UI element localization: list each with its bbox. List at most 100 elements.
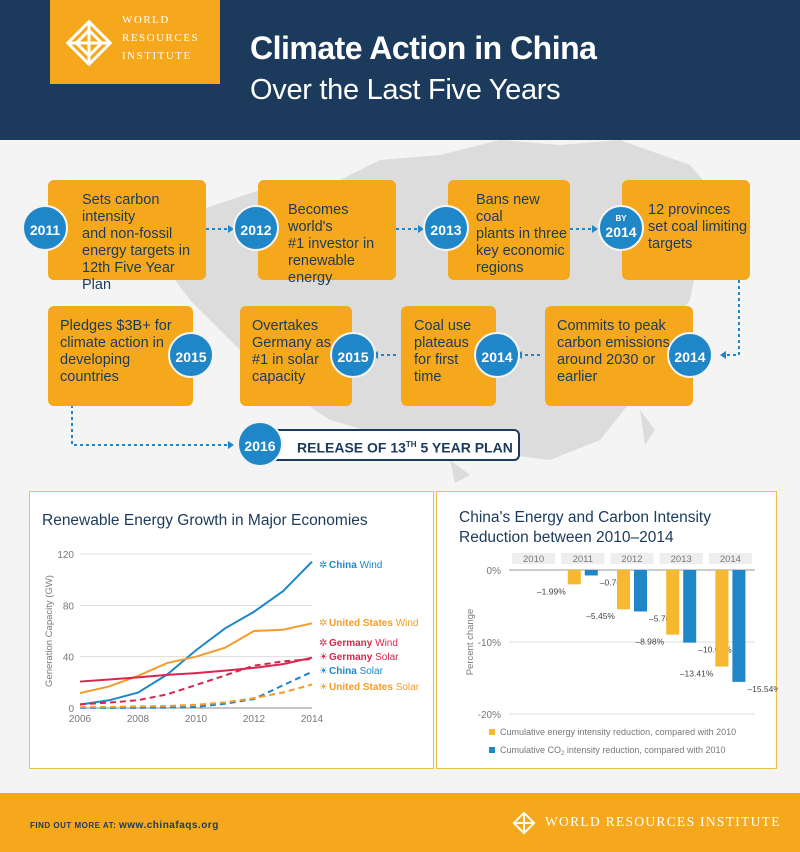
- timeline-box-2013: Bans new coal plants in three key econom…: [448, 180, 570, 280]
- series-marker-icon: ✲: [319, 560, 327, 571]
- timeline-text: earlier: [557, 369, 598, 385]
- series-marker-icon: ☀: [319, 682, 328, 693]
- series-kind: Wind: [375, 638, 398, 649]
- timeline-connectors: [71, 225, 740, 449]
- intensity-bar-chart: 0% -10% -20% Percent change 2010 2011 –1.99% –0…: [465, 553, 778, 757]
- year-badge: 2014: [474, 332, 520, 378]
- category-band: [708, 553, 752, 564]
- chart-title: China's Energy and Carbon Intensity Redu…: [459, 508, 711, 548]
- bar-value-label: –15.54%: [747, 684, 778, 694]
- y-axis-label: Generation Capacity (GW): [44, 575, 55, 687]
- renewable-line-chart: 0 40 80 120 2006 2008 2010 2012 2014 Generation C…: [44, 550, 420, 725]
- series-country: Germany: [329, 638, 375, 649]
- renewable-chart-panel: Renewable Energy Growth in Major Economi…: [29, 491, 434, 769]
- year-value: 2014: [605, 224, 637, 240]
- timeline-text: Commits to peak: [557, 318, 666, 334]
- footer-find-text: FIND OUT MORE AT:: [30, 821, 119, 830]
- footer-logo-text[interactable]: WORLD RESOURCES INSTITUTE: [545, 814, 781, 829]
- series-label: Germany Wind: [329, 638, 398, 649]
- series-line: [80, 670, 313, 709]
- timeline-text: #1 in solar: [252, 352, 319, 368]
- year-badge: 2013: [423, 205, 469, 251]
- series-label: China Solar: [329, 666, 384, 677]
- timeline-text: targets: [648, 236, 693, 252]
- series-marker-icon: ✲: [319, 618, 327, 629]
- legend-label-part: 2: [561, 751, 565, 757]
- series-label: Germany Solar: [329, 652, 399, 663]
- timeline-text: Sets carbon intensity: [82, 192, 160, 225]
- timeline-text: Overtakes: [252, 318, 319, 334]
- chart-title-line-1: China's Energy and Carbon Intensity: [459, 509, 711, 526]
- timeline-text: climate action in: [60, 335, 164, 351]
- release-superscript: TH: [405, 440, 417, 449]
- bar: [732, 570, 746, 682]
- x-tick-label: 2006: [69, 714, 92, 725]
- category-label: 2012: [621, 554, 642, 565]
- bar-value-label: –1.99%: [537, 586, 566, 596]
- series-line: [79, 622, 313, 695]
- wri-logo[interactable]: WORLD RESOURCES INSTITUTE: [50, 0, 220, 84]
- year-badge: 2015: [168, 332, 214, 378]
- timeline-text: Coal use: [414, 318, 472, 334]
- timeline-box-2012: Becomes world's #1 investor in renewable…: [258, 180, 396, 286]
- logo-line-2: RESOURCES: [122, 32, 200, 44]
- legend-label: Cumulative CO2 intensity reduction, comp…: [500, 745, 725, 757]
- bar: [666, 570, 680, 635]
- category-band: [512, 553, 556, 564]
- year-badge: 2012: [233, 205, 279, 251]
- wri-logo-icon: [65, 19, 113, 67]
- y-tick-label: 80: [63, 601, 75, 612]
- bar: [634, 570, 647, 612]
- bar: [617, 570, 630, 610]
- category-band: [659, 553, 703, 564]
- category-label: 2011: [573, 554, 593, 565]
- bar: [567, 570, 581, 585]
- timeline-text: regions: [476, 260, 524, 276]
- bar: [683, 570, 697, 643]
- bar-value-label: –8.98%: [635, 637, 664, 647]
- timeline-text: developing: [60, 352, 131, 368]
- timeline-text: renewable energy: [288, 253, 355, 286]
- timeline-text: countries: [60, 369, 119, 385]
- series-label: China Wind: [329, 560, 382, 571]
- year-badge: 2015: [330, 332, 376, 378]
- year-badge: 2016: [237, 421, 283, 467]
- series-kind: Wind: [360, 560, 383, 571]
- legend-swatch: [489, 729, 495, 735]
- timeline-box-2015-solar: Overtakes Germany as #1 in solar capacit…: [240, 306, 352, 406]
- series-country: China: [329, 666, 360, 677]
- timeline-text: Bans new coal: [476, 192, 540, 225]
- year-prefix: BY: [615, 214, 627, 223]
- timeline-text: time: [414, 369, 442, 385]
- timeline-text: 12th Five Year Plan: [82, 260, 175, 293]
- series-country: United States: [329, 682, 396, 693]
- footer-banner: FIND OUT MORE AT: www.chinafaqs.org WORL…: [0, 793, 800, 852]
- timeline-text: Germany as: [252, 335, 331, 351]
- category-label: 2014: [720, 554, 741, 565]
- series-marker-icon: ✲: [319, 638, 327, 649]
- footer-url-link[interactable]: www.chinafaqs.org: [119, 820, 219, 831]
- connector-4: [726, 280, 740, 356]
- header-banner: WORLD RESOURCES INSTITUTE Climate Action…: [0, 0, 800, 140]
- timeline-text: set coal limiting: [648, 219, 748, 235]
- category-band: [610, 553, 654, 564]
- series-label: United States Solar: [329, 682, 420, 693]
- footer-find-label: FIND OUT MORE AT: www.chinafaqs.org: [30, 820, 219, 831]
- series-marker-icon: ☀: [319, 652, 328, 663]
- series-kind: Solar: [375, 652, 399, 663]
- category-label: 2010: [523, 554, 544, 565]
- timeline-text: plants in three: [476, 226, 568, 242]
- timeline-text: key economic: [476, 243, 565, 259]
- wri-footer-logo-icon: [512, 811, 536, 835]
- logo-line-1: WORLD: [122, 14, 170, 26]
- bar: [715, 570, 729, 667]
- year-badge: 2011: [22, 205, 68, 251]
- timeline-text: for first: [414, 352, 459, 368]
- series-kind: Solar: [396, 682, 420, 693]
- series-line: [79, 683, 313, 709]
- y-tick-label: 40: [63, 653, 75, 664]
- y-tick-label: -10%: [478, 638, 501, 649]
- series-country: United States: [329, 618, 396, 629]
- y-tick-label: -20%: [478, 710, 501, 721]
- y-tick-label: 0%: [487, 566, 502, 577]
